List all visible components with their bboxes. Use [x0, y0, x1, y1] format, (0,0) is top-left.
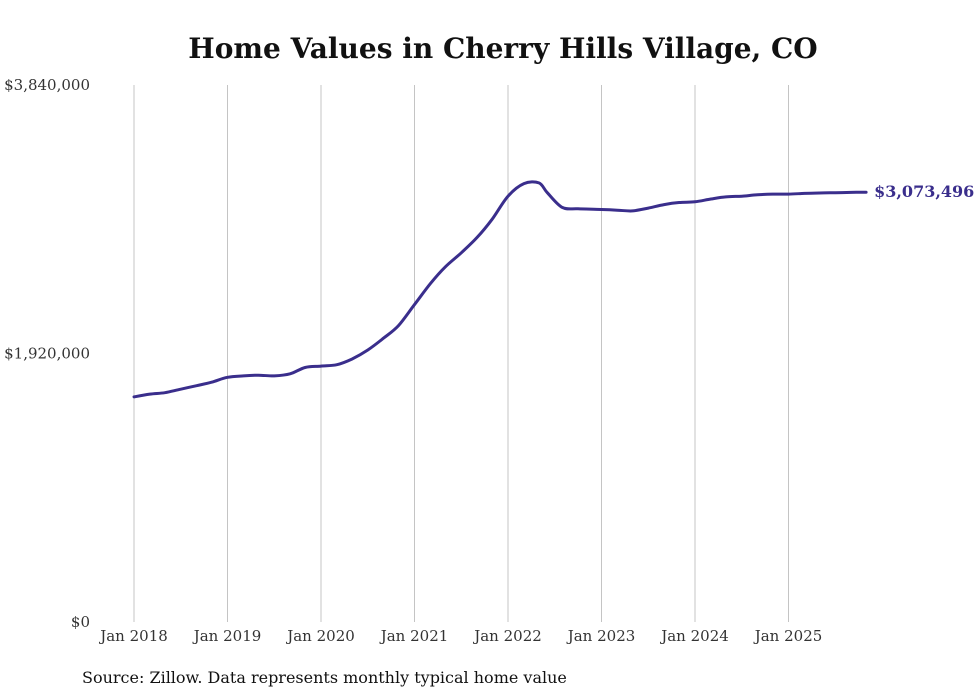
y-tick-label: $1,920,000	[4, 345, 90, 363]
x-tick-label: Jan 2024	[659, 627, 729, 645]
x-axis-ticks: Jan 2018 Jan 2019 Jan 2020 Jan 2021 Jan 2022…	[98, 627, 822, 645]
y-tick-label: $0	[71, 613, 90, 631]
grid-lines	[133, 85, 789, 622]
source-note: Source: Zillow. Data represents monthly …	[82, 668, 567, 687]
line-chart: $0$1,920,000$3,840,000 Jan 2018 Jan 2019 J…	[4, 32, 974, 645]
x-tick-label: Jan 2022	[472, 627, 542, 645]
y-tick-label: $3,840,000	[4, 76, 90, 94]
end-value-label: $3,073,496	[874, 182, 974, 201]
x-tick-label: Jan 2018	[98, 627, 168, 645]
x-tick-label: Jan 2023	[566, 627, 636, 645]
y-axis-ticks: $0 $1,920,000 $3,840,000	[4, 76, 90, 631]
x-tick-label: Jan 2020	[285, 627, 355, 645]
x-tick-label: Jan 2019	[192, 627, 262, 645]
x-tick-label: Jan 2021	[379, 627, 449, 645]
x-tick-label: Jan 2025	[753, 627, 823, 645]
chart-title: Home Values in Cherry Hills Village, CO	[188, 32, 817, 65]
series-line	[132, 180, 868, 399]
